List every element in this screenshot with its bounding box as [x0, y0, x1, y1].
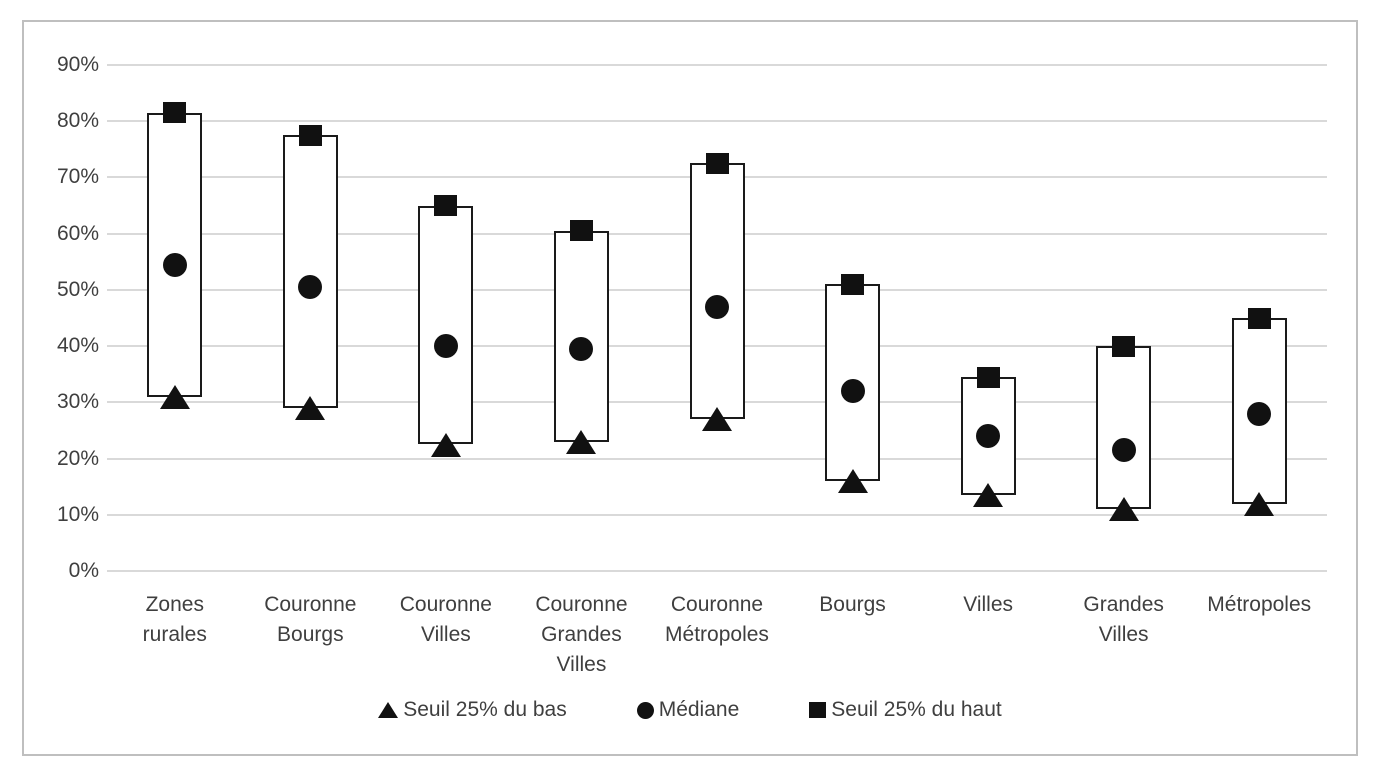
chart-frame: 0% 10% 20% 30% 40% 50% 60% 70% 80% 90% Zones rural… [22, 20, 1358, 756]
category-label: Grandes Villes [1083, 593, 1164, 646]
y-axis-tick-label: 50% [56, 277, 99, 301]
upper-threshold-square-marker [1247, 307, 1271, 329]
gridline [107, 457, 1327, 460]
legend-item-mediane: Médiane [636, 698, 740, 722]
upper-threshold-square-marker [569, 220, 593, 242]
median-circle-marker [976, 424, 1001, 449]
y-axis-tick-label: 10% [56, 502, 99, 526]
gridline [107, 570, 1327, 572]
median-circle-marker [840, 379, 865, 404]
circle-marker-icon [636, 701, 654, 719]
category-label: Couronne Villes [399, 593, 492, 646]
category-label: Bourgs [819, 593, 886, 616]
range-bar [1096, 346, 1152, 510]
upper-threshold-square-marker [163, 102, 187, 124]
upper-threshold-square-marker [434, 195, 458, 217]
y-axis-tick-label: 20% [56, 446, 99, 470]
range-bar [418, 205, 474, 445]
lower-threshold-triangle-marker [566, 429, 597, 454]
gridline [107, 120, 1327, 123]
upper-threshold-square-marker [976, 366, 1000, 388]
median-circle-marker [433, 334, 458, 359]
lower-threshold-triangle-marker [973, 483, 1004, 508]
lower-threshold-triangle-marker [430, 432, 461, 457]
category-label: Couronne Grandes Villes [535, 593, 628, 676]
range-bar [825, 284, 881, 482]
y-axis-tick-label: 80% [56, 109, 99, 133]
y-axis-tick-label: 30% [56, 390, 99, 414]
lower-threshold-triangle-marker [1244, 491, 1275, 516]
legend-label-seuil-haut: Seuil 25% du haut [831, 698, 1002, 721]
legend-item-seuil-bas: Seuil 25% du bas [378, 698, 567, 722]
category-label: Villes [963, 593, 1014, 616]
y-axis-tick-label: 70% [56, 165, 99, 189]
lower-threshold-triangle-marker [1108, 497, 1139, 522]
upper-threshold-square-marker [1112, 335, 1136, 357]
gridline [107, 64, 1327, 66]
range-bar [689, 163, 745, 420]
median-circle-marker [162, 252, 187, 277]
y-axis-tick-label: 60% [56, 221, 99, 245]
legend-label-seuil-bas: Seuil 25% du bas [403, 698, 567, 721]
upper-threshold-square-marker [705, 152, 729, 174]
lower-threshold-triangle-marker [837, 469, 868, 494]
upper-threshold-square-marker [298, 124, 322, 146]
lower-threshold-triangle-marker [295, 395, 326, 420]
median-circle-marker [298, 275, 323, 300]
gridline [107, 513, 1327, 516]
median-circle-marker [1247, 401, 1272, 426]
triangle-marker-icon [378, 702, 399, 718]
legend-item-seuil-haut: Seuil 25% du haut [809, 698, 1002, 722]
category-label: Zones rurales [142, 593, 207, 646]
category-label: Métropoles [1207, 593, 1312, 616]
median-circle-marker [569, 336, 594, 361]
y-axis-tick-label: 90% [56, 53, 99, 76]
range-bar [553, 230, 609, 442]
range-bar [282, 135, 338, 408]
chart-legend: Seuil 25% du bas Médiane Seuil 25% du ha… [24, 698, 1356, 722]
legend-label-mediane: Médiane [658, 698, 740, 721]
median-circle-marker [1111, 438, 1136, 463]
median-circle-marker [705, 294, 729, 319]
lower-threshold-triangle-marker [159, 384, 190, 409]
y-axis-tick-label: 40% [56, 334, 99, 358]
square-marker-icon [809, 702, 827, 718]
category-label: Couronne Bourgs [264, 593, 357, 646]
y-axis-tick-label: 0% [68, 559, 99, 582]
category-label: Couronne Métropoles [665, 593, 769, 646]
upper-threshold-square-marker [841, 273, 865, 295]
lower-threshold-triangle-marker [702, 407, 732, 432]
